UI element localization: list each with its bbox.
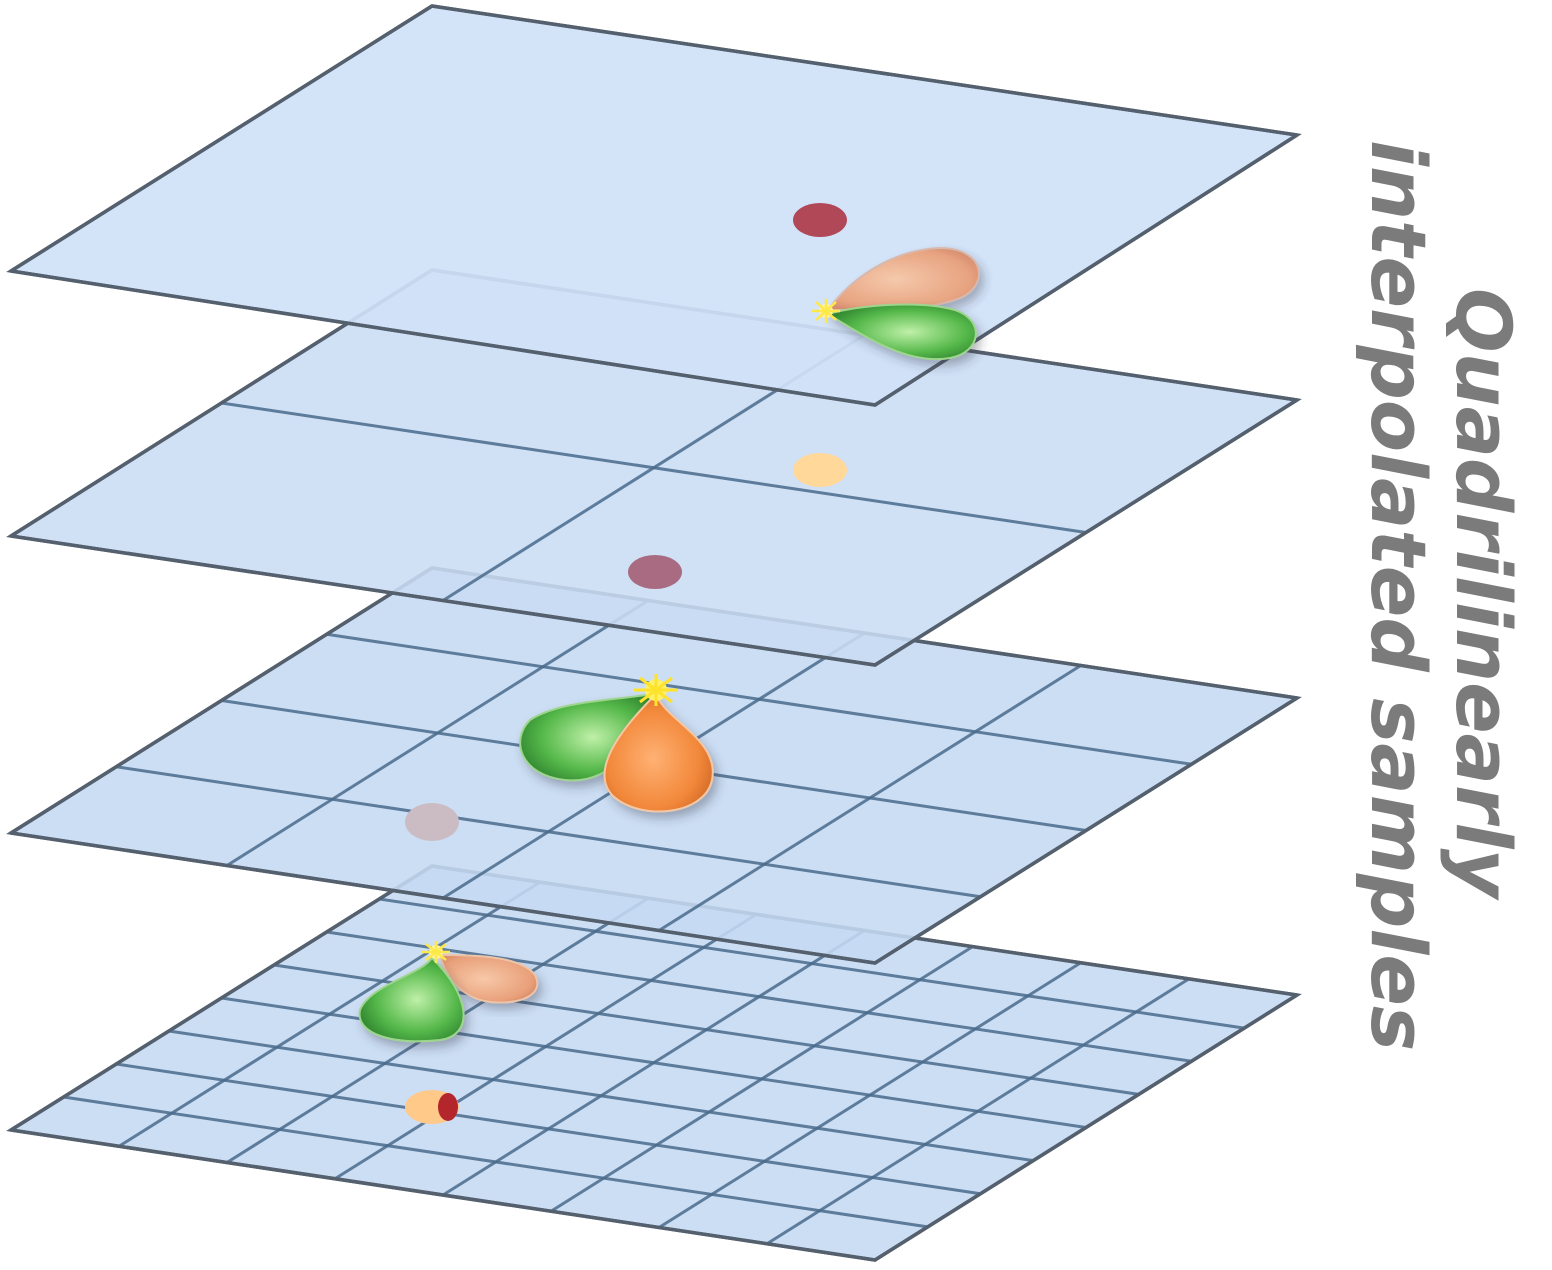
grid-line <box>550 945 974 1213</box>
stick-cap-top <box>793 203 847 237</box>
stick-cap-bottom-accent <box>438 1093 458 1121</box>
lobe-orange-icon <box>438 953 539 1004</box>
spark-icon <box>422 941 450 963</box>
sample-level-3 <box>358 803 539 1124</box>
sample-level-0 <box>793 203 980 487</box>
spark-icon <box>812 299 840 323</box>
plane-outline <box>6 4 1302 407</box>
lobe-green-icon <box>358 956 465 1043</box>
plane-surface <box>9 4 1299 407</box>
stick-cap-top <box>628 555 682 589</box>
label-line-2: interpolated samples <box>1354 140 1443 1051</box>
plane-outline <box>6 268 1302 667</box>
grid-line <box>658 961 1082 1229</box>
grid-line <box>116 765 981 899</box>
label-line-1: Quadrilinearly <box>1439 288 1528 902</box>
stick-cap-bottom <box>793 453 847 487</box>
plane-outline <box>6 566 1302 965</box>
grid-line <box>658 664 1082 932</box>
spark-icon <box>634 674 678 706</box>
grid-line <box>221 401 1087 534</box>
grid-line <box>116 1062 981 1196</box>
grid-line <box>168 1029 1034 1163</box>
side-label: Quadrilinearly interpolated samples <box>1354 140 1528 1051</box>
lobe-green-icon <box>825 303 977 361</box>
plane-level-0 <box>6 4 1302 407</box>
plane-outline <box>6 864 1302 1262</box>
stick-cap-top <box>405 803 459 841</box>
grid-line <box>63 1095 928 1229</box>
lobe-orange-icon <box>603 692 714 813</box>
sample-level-2 <box>519 555 714 813</box>
grid-line <box>766 977 1190 1246</box>
